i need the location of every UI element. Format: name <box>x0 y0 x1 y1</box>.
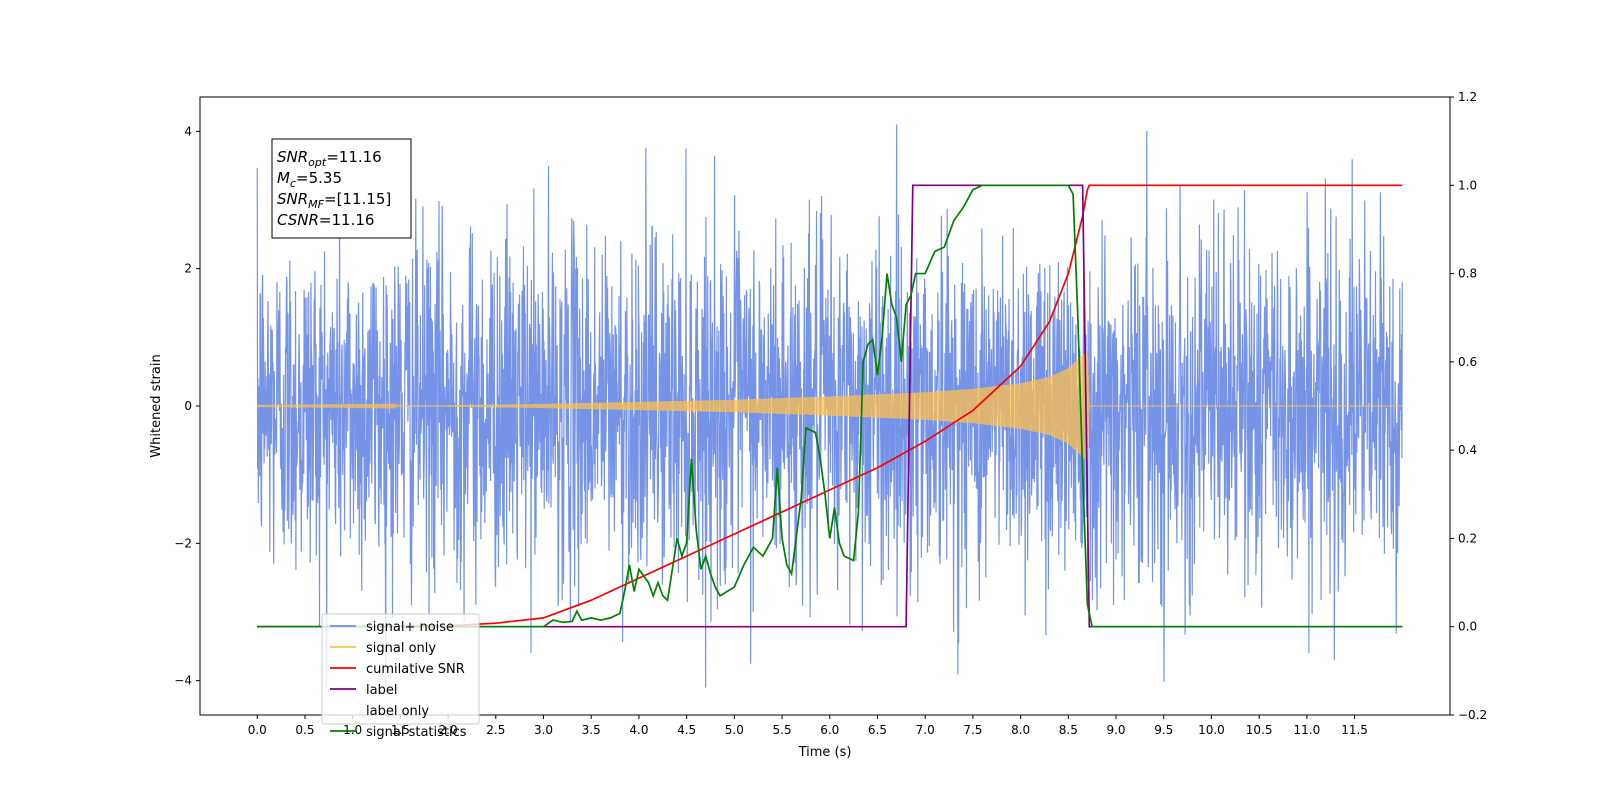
y-axis-left: −4 −2 0 2 4 <box>174 124 200 688</box>
y-axis-right: −0.2 0.0 0.2 0.4 0.6 0.8 1.0 1.2 <box>1450 90 1487 722</box>
annotation-box: SNRopt=11.16Mc=5.35SNRMF=[11.15]CSNR=11.… <box>271 138 412 239</box>
signal-noise-line <box>256 124 1403 688</box>
y-axis-label: Whitened strain <box>149 354 164 457</box>
x-tick-label: 8.0 <box>1011 723 1030 737</box>
x-tick-label: 6.5 <box>868 723 887 737</box>
x-tick-label: 9.0 <box>1106 723 1125 737</box>
x-tick-label: 0.0 <box>248 723 267 737</box>
x-tick-label: 5.0 <box>725 723 744 737</box>
legend-frame <box>321 613 480 725</box>
y-tick-label: −4 <box>174 674 192 688</box>
signal-statistics-line <box>257 184 1403 628</box>
y-right-tick-label: −0.2 <box>1458 708 1487 722</box>
annotation-frame <box>271 138 412 239</box>
y-tick-label: −2 <box>174 536 192 550</box>
signal-noise-series <box>256 124 1403 688</box>
x-tick-label: 3.0 <box>534 723 553 737</box>
x-tick-label: 7.5 <box>963 723 982 737</box>
x-tick-label: 9.5 <box>1154 723 1173 737</box>
x-tick-label: 11.0 <box>1294 723 1321 737</box>
y-right-tick-label: 0.0 <box>1458 620 1477 634</box>
y-right-tick-label: 0.2 <box>1458 531 1477 545</box>
y-tick-label: 0 <box>184 399 192 413</box>
annotation-line: SNRMF=[11.15] <box>277 190 391 211</box>
x-tick-label: 5.5 <box>773 723 792 737</box>
x-tick-label: 2.5 <box>486 723 505 737</box>
annotation-line: CSNR=11.16 <box>277 211 374 229</box>
y-right-tick-label: 0.4 <box>1458 443 1477 457</box>
x-axis-label: Time (s) <box>798 745 852 760</box>
cumilative-snr-line <box>257 184 1403 628</box>
annotation-line: SNRopt=11.16 <box>277 148 382 169</box>
x-tick-label: 10.5 <box>1246 723 1273 737</box>
legend-label: cumilative SNR <box>366 662 465 677</box>
y-right-tick-label: 0.8 <box>1458 267 1477 281</box>
x-tick-label: 3.5 <box>582 723 601 737</box>
legend-label: signal only <box>366 641 436 656</box>
x-tick-label: 4.5 <box>677 723 696 737</box>
x-tick-label: 1.0 <box>343 723 362 737</box>
legend-label: signal statistics <box>366 725 467 740</box>
x-tick-label: 2.0 <box>439 723 458 737</box>
y-right-tick-label: 1.2 <box>1458 90 1477 104</box>
x-tick-label: 1.5 <box>391 723 410 737</box>
x-tick-label: 10.0 <box>1198 723 1225 737</box>
x-tick-label: 8.5 <box>1059 723 1078 737</box>
legend-label: label only <box>366 704 429 719</box>
y-tick-label: 2 <box>184 262 192 276</box>
x-tick-label: 0.5 <box>295 723 314 737</box>
x-tick-label: 6.0 <box>820 723 839 737</box>
legend-label: label <box>366 683 397 698</box>
signal-only-series <box>256 351 1403 461</box>
legend-label: signal+ noise <box>366 620 454 635</box>
legend: signal+ noise signal only cumilative SNR la… <box>321 613 480 740</box>
y-tick-label: 4 <box>184 124 192 138</box>
x-tick-label: 11.5 <box>1341 723 1368 737</box>
x-axis: 0.0 0.5 1.0 1.5 2.0 2.5 3.0 3.5 4.0 4.5 5.0 5.5 6.0 6… <box>248 715 1368 737</box>
x-tick-label: 7.0 <box>916 723 935 737</box>
y-right-tick-label: 0.6 <box>1458 355 1477 369</box>
line-series-group <box>257 184 1403 628</box>
signal-only-line <box>256 351 1403 461</box>
annotation-line: Mc=5.35 <box>277 169 342 190</box>
x-tick-label: 4.0 <box>629 723 648 737</box>
y-right-tick-label: 1.0 <box>1458 178 1477 192</box>
